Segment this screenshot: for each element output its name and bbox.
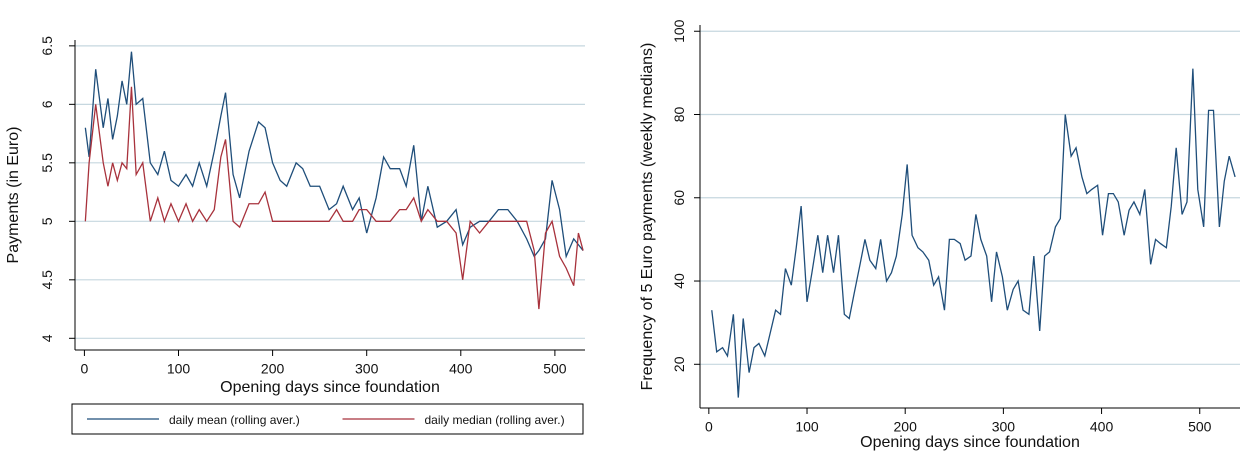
data-line	[711, 68, 1236, 398]
x-tick-label: 400	[449, 361, 473, 377]
data-line	[84, 51, 584, 259]
legend-label: daily mean (rolling aver.)	[169, 413, 300, 427]
x-tick-label: 0	[81, 361, 89, 377]
x-tick-label: 200	[894, 419, 918, 435]
x-tick-label: 300	[355, 361, 379, 377]
y-tick-label: 100	[671, 19, 687, 43]
legend-label: daily median (rolling aver.)	[425, 413, 565, 427]
y-axis-title: Payments (in Euro)	[5, 127, 22, 264]
x-tick-label: 100	[167, 361, 191, 377]
chart-panel: 20 40 60 80 100 0 100 200 300 400 500 Frequency of …	[639, 19, 1240, 451]
y-tick-label: 4.5	[39, 270, 55, 290]
y-tick-label: 4	[39, 334, 55, 342]
y-axis-title: Frequency of 5 Euro payments (weekly med…	[639, 43, 656, 391]
y-tick-label: 5	[39, 217, 55, 225]
y-tick-label: 6	[39, 100, 55, 108]
x-tick-label: 400	[1090, 419, 1114, 435]
y-tick-label: 6.5	[39, 36, 55, 56]
legend: daily mean (rolling aver.) daily median (…	[71, 403, 584, 435]
y-tick-label: 60	[671, 190, 687, 206]
x-tick-label: 500	[543, 361, 567, 377]
chart-panel: 4 4.5 5 5.5 6 6.5 0 100 200 300 400 500 Payments (in…	[5, 36, 585, 435]
y-tick-label: 5.5	[39, 153, 55, 173]
x-tick-label: 0	[705, 419, 713, 435]
data-line	[84, 86, 584, 310]
y-tick-label: 20	[671, 356, 687, 372]
y-tick-label: 40	[671, 273, 687, 289]
x-tick-label: 100	[795, 419, 819, 435]
x-axis-title: Opening days since foundation	[220, 379, 440, 396]
x-axis-title: Opening days since foundation	[860, 434, 1080, 451]
y-tick-label: 80	[671, 107, 687, 123]
x-tick-label: 200	[261, 361, 285, 377]
x-tick-label: 300	[992, 419, 1016, 435]
x-tick-label: 500	[1188, 419, 1212, 435]
